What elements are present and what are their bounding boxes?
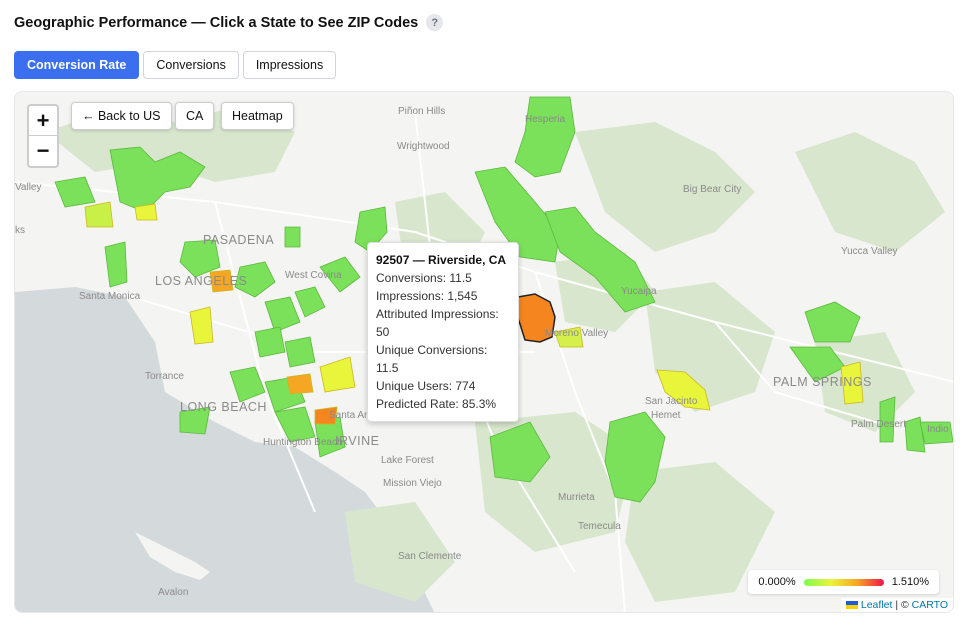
- legend-min: 0.000%: [758, 576, 796, 588]
- map-container[interactable]: Piñon Hills Hesperia Wrightwood Valley B…: [14, 91, 954, 613]
- label-huntington-beach: Huntington Beach: [263, 437, 343, 448]
- help-icon[interactable]: ?: [426, 14, 444, 31]
- zoom-in-button[interactable]: +: [29, 106, 57, 136]
- label-indio: Indio: [927, 424, 949, 435]
- label-moreno-valley: Moreno Valley: [545, 328, 608, 339]
- tooltip-impressions: Impressions: 1,545: [376, 289, 478, 303]
- label-temecula: Temecula: [578, 521, 621, 532]
- tooltip-title: 92507 — Riverside, CA: [376, 253, 507, 267]
- label-pasadena: PASADENA: [203, 233, 274, 247]
- zoom-out-button[interactable]: −: [36, 138, 50, 163]
- label-murrieta: Murrieta: [558, 492, 595, 503]
- label-pinon-hills: Piñon Hills: [398, 106, 445, 117]
- tab-impressions[interactable]: Impressions: [242, 51, 337, 79]
- label-san-clemente: San Clemente: [398, 551, 462, 562]
- label-mission-viejo: Mission Viejo: [383, 478, 442, 489]
- metric-tabs: Conversion Rate Conversions Impressions: [14, 51, 337, 79]
- tab-conversion-rate[interactable]: Conversion Rate: [14, 51, 140, 79]
- tooltip-attributed: Attributed Impressions: 50: [376, 307, 499, 339]
- label-big-bear-city: Big Bear City: [683, 184, 741, 195]
- label-torrance: Torrance: [145, 371, 184, 382]
- carto-link[interactable]: CARTO: [911, 599, 948, 611]
- zoom-control: + −: [27, 104, 59, 168]
- tooltip-unique-conversions: Unique Conversions: 11.5: [376, 343, 488, 375]
- legend-gradient: [803, 578, 884, 586]
- title-text: Geographic Performance — Click a State t…: [14, 14, 419, 31]
- tooltip-conversions: Conversions: 11.5: [376, 271, 472, 285]
- label-yucca-valley: Yucca Valley: [841, 246, 898, 257]
- zip-tooltip: 92507 — Riverside, CA Conversions: 11.5 …: [367, 242, 519, 422]
- tooltip-unique-users: Unique Users: 774: [376, 379, 476, 393]
- label-palm-desert: Palm Desert: [851, 419, 906, 430]
- attribution-sep: | ©: [892, 599, 912, 611]
- label-santa-monica: Santa Monica: [79, 291, 141, 302]
- label-irvine: IRVINE: [335, 434, 379, 448]
- color-legend: 0.000% 1.510%: [748, 570, 939, 594]
- ocean: [15, 287, 435, 612]
- ukraine-flag-icon: [845, 601, 858, 610]
- page-title: Geographic Performance — Click a State t…: [14, 14, 444, 31]
- state-button[interactable]: CA: [175, 102, 215, 130]
- label-palm-springs: PALM SPRINGS: [773, 375, 872, 389]
- back-to-us-button[interactable]: ← Back to US: [71, 102, 172, 130]
- label-lake-forest: Lake Forest: [381, 455, 434, 466]
- label-santa-ana: Santa Ana: [329, 410, 376, 421]
- catalina-island: [135, 532, 210, 580]
- label-los-angeles: LOS ANGELES: [155, 274, 247, 288]
- legend-max: 1.510%: [891, 576, 929, 588]
- label-ks: ks: [15, 225, 25, 236]
- label-san-jacinto: San Jacinto: [645, 396, 698, 407]
- zip-regions-high[interactable]: [84, 201, 864, 425]
- label-west-covina: West Covina: [285, 270, 342, 281]
- tab-conversions[interactable]: Conversions: [143, 51, 239, 79]
- label-valley: Valley: [15, 182, 42, 193]
- label-long-beach: LONG BEACH: [180, 400, 267, 414]
- label-avalon: Avalon: [158, 587, 188, 598]
- heatmap-button[interactable]: Heatmap: [221, 102, 294, 130]
- leaflet-link[interactable]: Leaflet: [860, 599, 893, 611]
- label-yucaipa: Yucaipa: [621, 286, 657, 297]
- tooltip-predicted-rate: Predicted Rate: 85.3%: [376, 397, 497, 411]
- zip-regions[interactable]: [54, 96, 953, 503]
- label-hemet: Hemet: [651, 410, 681, 421]
- map-attribution: Leaflet | © CARTO: [840, 598, 953, 612]
- label-hesperia: Hesperia: [525, 114, 565, 125]
- label-wrightwood: Wrightwood: [397, 141, 450, 152]
